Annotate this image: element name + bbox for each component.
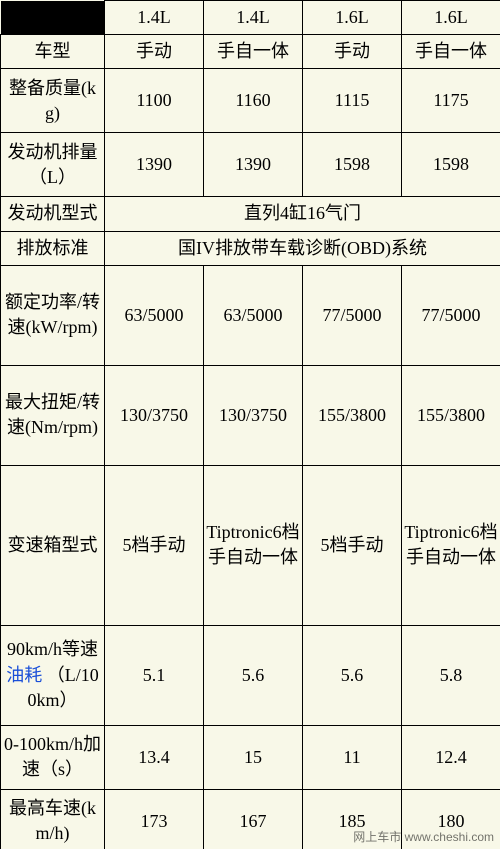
cell: 1175 xyxy=(402,69,500,133)
cell: 77/5000 xyxy=(402,265,500,365)
cell: 1598 xyxy=(402,133,500,197)
row-label: 最大扭矩/转速(Nm/rpm) xyxy=(1,365,105,465)
cell: 130/3750 xyxy=(105,365,204,465)
table-row: 排放标准 国IV排放带车载诊断(OBD)系统 xyxy=(1,231,500,265)
cell: 1390 xyxy=(105,133,204,197)
cell-span: 国IV排放带车载诊断(OBD)系统 xyxy=(105,231,500,265)
row-label: 整备质量(kg) xyxy=(1,69,105,133)
cell: 5.8 xyxy=(402,625,500,725)
cell: 77/5000 xyxy=(303,265,402,365)
table-row: 车型 手动 手自一体 手动 手自一体 xyxy=(1,35,500,69)
table-row: 90km/h等速 油耗 （L/100km） 5.1 5.6 5.6 5.8 xyxy=(1,625,500,725)
cell: Tiptronic6档手自动一体 xyxy=(402,465,500,625)
row-label: 最高车速(km/h) xyxy=(1,789,105,849)
row-label: 额定功率/转速(kW/rpm) xyxy=(1,265,105,365)
row-label: 0-100km/h加速（s） xyxy=(1,725,105,789)
table-row: 最高车速(km/h) 173 167 185 180 xyxy=(1,789,500,849)
cell: 130/3750 xyxy=(204,365,303,465)
header-cell: 1.4L xyxy=(204,1,303,35)
cell: 155/3800 xyxy=(402,365,500,465)
header-blank xyxy=(1,1,105,35)
cell: 5档手动 xyxy=(303,465,402,625)
cell: 13.4 xyxy=(105,725,204,789)
cell: 5.1 xyxy=(105,625,204,725)
cell: 1598 xyxy=(303,133,402,197)
cell: 185 xyxy=(303,789,402,849)
cell: 155/3800 xyxy=(303,365,402,465)
cell: 手自一体 xyxy=(402,35,500,69)
header-cell: 1.6L xyxy=(402,1,500,35)
spec-table: 1.4L 1.4L 1.6L 1.6L 车型 手动 手自一体 手动 手自一体 整… xyxy=(0,0,500,849)
cell: 15 xyxy=(204,725,303,789)
table-row: 整备质量(kg) 1100 1160 1115 1175 xyxy=(1,69,500,133)
cell: 167 xyxy=(204,789,303,849)
cell: 63/5000 xyxy=(204,265,303,365)
cell: 1390 xyxy=(204,133,303,197)
row-label: 发动机排量（L） xyxy=(1,133,105,197)
header-cell: 1.6L xyxy=(303,1,402,35)
cell: Tiptronic6档手自动一体 xyxy=(204,465,303,625)
cell: 1100 xyxy=(105,69,204,133)
row-label: 车型 xyxy=(1,35,105,69)
cell-span: 直列4缸16气门 xyxy=(105,197,500,231)
cell: 63/5000 xyxy=(105,265,204,365)
label-text: 90km/h等速 xyxy=(7,639,98,659)
table-row: 发动机型式 直列4缸16气门 xyxy=(1,197,500,231)
row-label: 变速箱型式 xyxy=(1,465,105,625)
fuel-link[interactable]: 油耗 xyxy=(6,665,42,685)
cell: 5档手动 xyxy=(105,465,204,625)
table-row: 0-100km/h加速（s） 13.4 15 11 12.4 xyxy=(1,725,500,789)
cell: 5.6 xyxy=(303,625,402,725)
table-row: 最大扭矩/转速(Nm/rpm) 130/3750 130/3750 155/38… xyxy=(1,365,500,465)
cell: 手动 xyxy=(105,35,204,69)
row-label: 排放标准 xyxy=(1,231,105,265)
row-label: 90km/h等速 油耗 （L/100km） xyxy=(1,625,105,725)
table-row: 额定功率/转速(kW/rpm) 63/5000 63/5000 77/5000 … xyxy=(1,265,500,365)
cell: 1115 xyxy=(303,69,402,133)
header-cell: 1.4L xyxy=(105,1,204,35)
table-row: 1.4L 1.4L 1.6L 1.6L xyxy=(1,1,500,35)
cell: 5.6 xyxy=(204,625,303,725)
table-row: 变速箱型式 5档手动 Tiptronic6档手自动一体 5档手动 Tiptron… xyxy=(1,465,500,625)
cell: 11 xyxy=(303,725,402,789)
cell: 手动 xyxy=(303,35,402,69)
row-label: 发动机型式 xyxy=(1,197,105,231)
page-container: 网上车市 1.4L 1.4L 1.6L 1.6L 车型 手动 手自一体 手动 手… xyxy=(0,0,500,849)
cell: 12.4 xyxy=(402,725,500,789)
table-row: 发动机排量（L） 1390 1390 1598 1598 xyxy=(1,133,500,197)
cell: 173 xyxy=(105,789,204,849)
cell: 1160 xyxy=(204,69,303,133)
cell: 180 xyxy=(402,789,500,849)
cell: 手自一体 xyxy=(204,35,303,69)
